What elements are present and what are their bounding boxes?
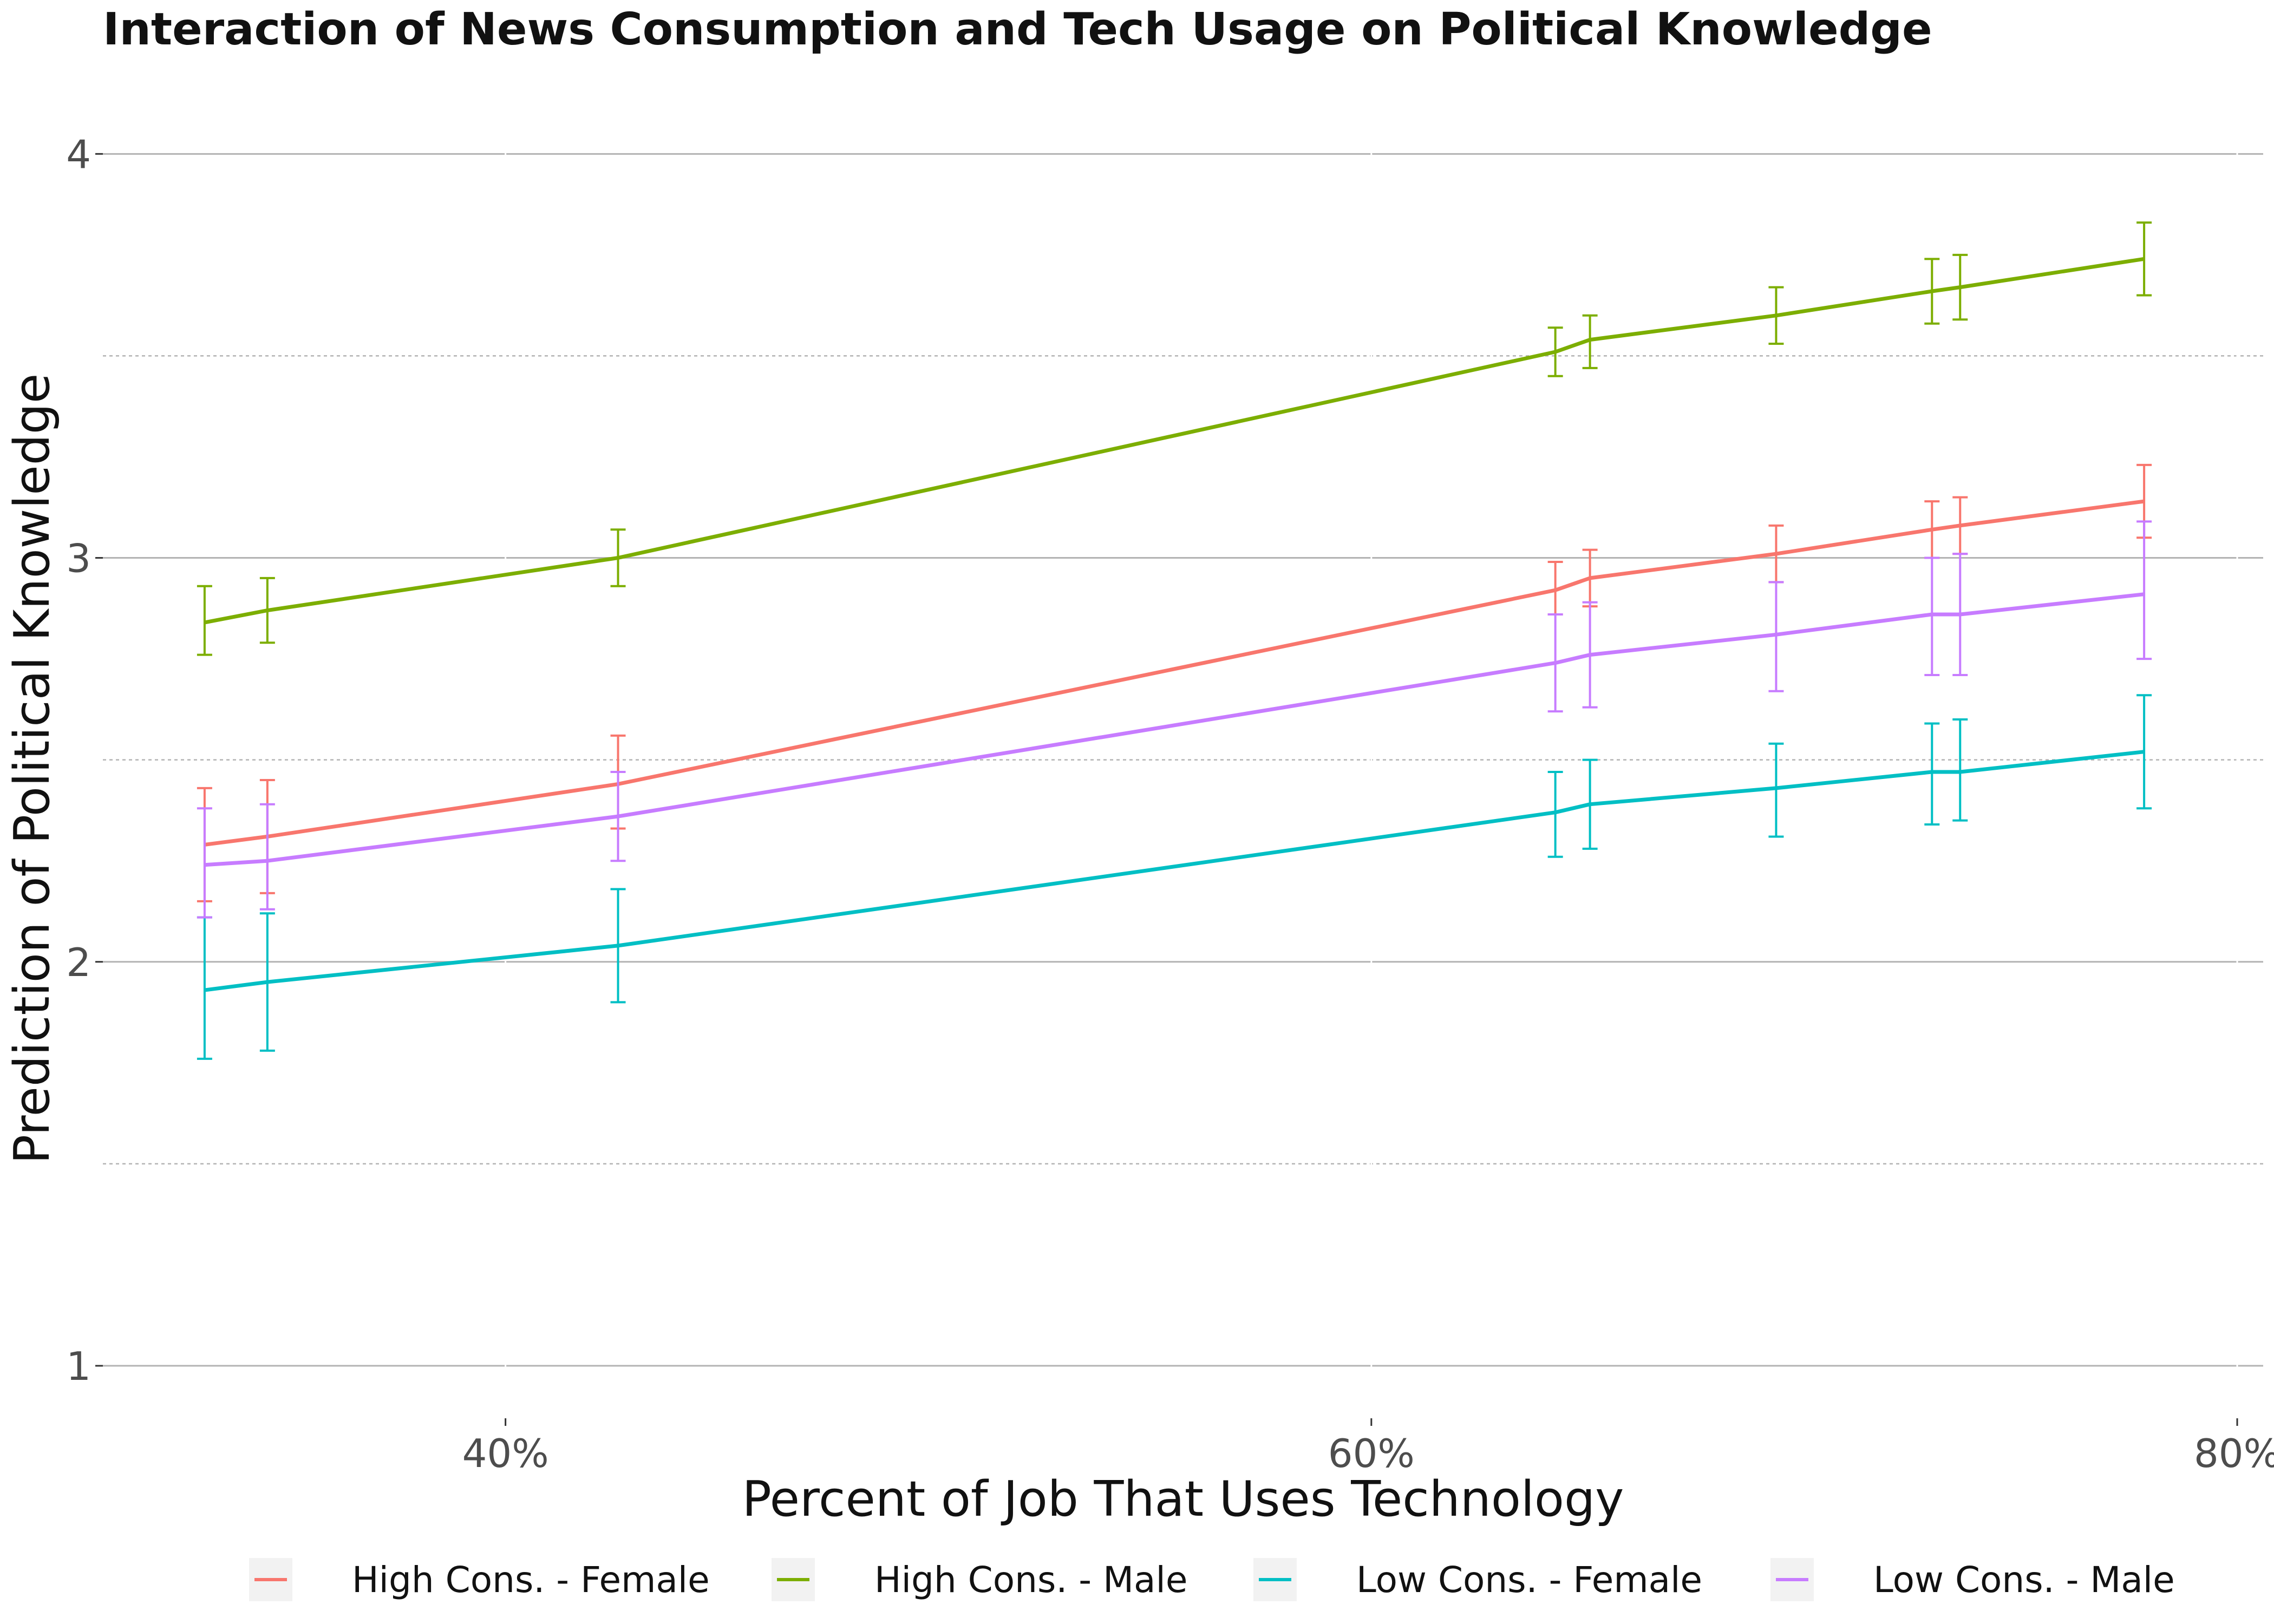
error-bar <box>2136 221 2152 297</box>
legend-label: Low Cons. - Female <box>1356 1559 1702 1601</box>
error-bar <box>197 585 212 656</box>
series-high-cons-male <box>197 221 2152 656</box>
error-bar <box>1768 742 1784 838</box>
legend-item-high-cons-female: High Cons. - Female <box>249 1558 710 1601</box>
series-line <box>204 592 2145 867</box>
y-tick-label: 1 <box>66 1344 91 1389</box>
error-bar <box>1924 556 1940 676</box>
series-low-cons-female <box>197 694 2152 1060</box>
x-tick-label: 80% <box>2194 1431 2274 1476</box>
x-axis-title: Percent of Job That Uses Technology <box>742 1471 1624 1528</box>
legend: High Cons. - Female High Cons. - Male Low … <box>249 1558 2175 1601</box>
legend-label: Low Cons. - Male <box>1873 1559 2175 1601</box>
series-group <box>197 221 2152 1060</box>
error-bar <box>1768 581 1784 692</box>
x-axis-ticks: 40% 60% 80% <box>462 1418 2274 1476</box>
legend-label: High Cons. - Male <box>874 1559 1187 1601</box>
series-line <box>204 750 2145 992</box>
legend-item-high-cons-male: High Cons. - Male <box>772 1558 1187 1601</box>
legend-item-low-cons-female: Low Cons. - Female <box>1253 1558 1702 1601</box>
error-bar <box>1952 718 1968 822</box>
error-bar <box>197 807 212 919</box>
y-tick-label: 3 <box>66 536 91 581</box>
legend-label: High Cons. - Female <box>352 1559 710 1601</box>
x-tick-label: 40% <box>462 1431 549 1476</box>
x-tick-label: 60% <box>1328 1431 1415 1476</box>
error-bar <box>2136 520 2152 660</box>
error-bar <box>2136 694 2152 810</box>
y-tick-label: 4 <box>66 132 91 177</box>
error-bar <box>259 803 275 911</box>
series-line <box>204 499 2145 847</box>
y-axis-ticks: 1 2 3 4 <box>66 132 103 1389</box>
series-low-cons-male <box>197 520 2152 919</box>
y-axis-title: Prediction of Political Knowledge <box>4 374 61 1164</box>
error-bar <box>1582 314 1598 369</box>
chart-title: Interaction of News Consumption and Tech… <box>103 4 1932 55</box>
series-line <box>204 257 2145 625</box>
error-bar <box>1547 771 1563 858</box>
error-bar <box>1924 722 1940 826</box>
series-high-cons-female <box>197 463 2152 902</box>
y-tick-label: 2 <box>66 940 91 985</box>
legend-item-low-cons-male: Low Cons. - Male <box>1770 1558 2175 1601</box>
grid <box>103 81 2263 1418</box>
